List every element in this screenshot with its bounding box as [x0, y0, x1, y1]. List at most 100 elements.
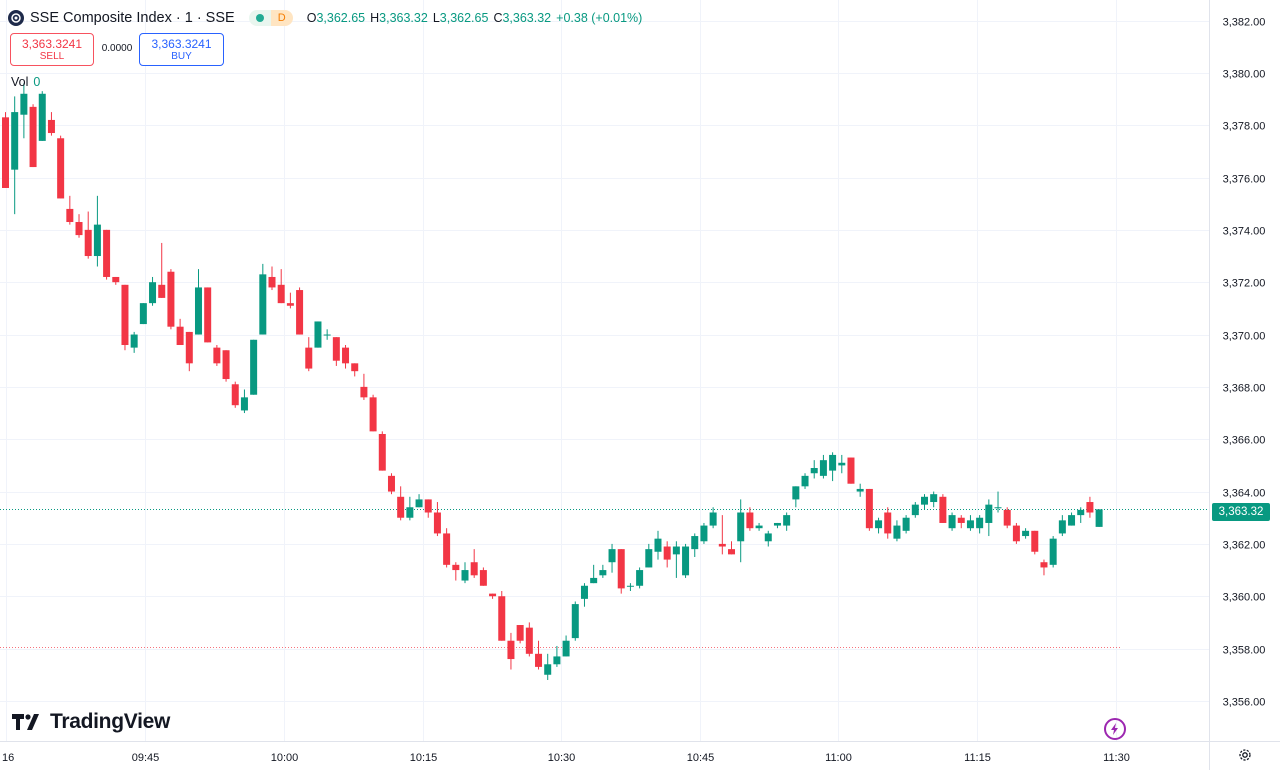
candle[interactable] — [167, 269, 175, 330]
candle[interactable] — [351, 363, 359, 377]
candle[interactable] — [691, 533, 699, 557]
candle[interactable] — [966, 515, 974, 531]
candle[interactable] — [1068, 512, 1076, 526]
candle[interactable] — [433, 502, 441, 537]
candle[interactable] — [718, 515, 726, 555]
lightning-icon[interactable] — [1104, 718, 1126, 740]
candle[interactable] — [489, 593, 497, 599]
candle[interactable] — [829, 452, 837, 482]
candle[interactable] — [939, 494, 947, 523]
candle[interactable] — [553, 645, 561, 667]
candle[interactable] — [250, 339, 258, 395]
candle[interactable] — [544, 653, 552, 680]
candle[interactable] — [535, 640, 543, 670]
candle[interactable] — [11, 96, 19, 215]
candle[interactable] — [75, 214, 83, 238]
candle[interactable] — [773, 522, 781, 529]
candle[interactable] — [204, 287, 212, 343]
candle[interactable] — [305, 337, 313, 372]
candle[interactable] — [1040, 559, 1048, 576]
candles[interactable] — [2, 83, 1103, 680]
candle[interactable] — [599, 564, 607, 578]
candle[interactable] — [158, 242, 166, 298]
candle[interactable] — [957, 515, 965, 529]
candle[interactable] — [608, 543, 616, 573]
candle[interactable] — [948, 512, 956, 531]
candle[interactable] — [663, 541, 671, 568]
candle[interactable] — [479, 567, 487, 586]
time-axis[interactable]: 16 09:45 10:00 10:15 10:30 10:45 11:00 11:15 11:… — [2, 752, 1130, 764]
candle[interactable] — [29, 104, 37, 168]
candle[interactable] — [755, 522, 763, 531]
candle[interactable] — [1003, 507, 1011, 529]
candle[interactable] — [856, 483, 864, 497]
candle[interactable] — [1095, 509, 1103, 527]
candle[interactable] — [700, 522, 708, 544]
candle[interactable] — [525, 622, 533, 657]
candle[interactable] — [296, 287, 304, 335]
candle[interactable] — [461, 562, 469, 584]
buy-button[interactable]: 3,363.3241 BUY — [139, 33, 224, 66]
candle[interactable] — [452, 562, 460, 581]
candle[interactable] — [893, 520, 901, 542]
candle[interactable] — [130, 331, 138, 353]
candle[interactable] — [976, 515, 984, 534]
candle[interactable] — [397, 486, 405, 521]
candle[interactable] — [84, 211, 92, 259]
candle[interactable] — [259, 263, 267, 335]
candle[interactable] — [406, 496, 414, 521]
candle[interactable] — [810, 460, 818, 479]
candle[interactable] — [93, 195, 101, 267]
candle[interactable] — [38, 91, 46, 141]
candle[interactable] — [213, 345, 221, 366]
candle[interactable] — [387, 473, 395, 495]
volume-legend[interactable]: Vol 0 — [11, 75, 40, 89]
candle[interactable] — [746, 507, 754, 531]
candle[interactable] — [516, 625, 524, 644]
candle[interactable] — [571, 601, 579, 641]
candle[interactable] — [911, 502, 919, 518]
candle[interactable] — [764, 530, 772, 547]
candle[interactable] — [728, 541, 736, 555]
market-status[interactable]: D — [248, 10, 293, 26]
candle[interactable] — [314, 321, 322, 348]
candle[interactable] — [994, 491, 1002, 513]
candle[interactable] — [636, 567, 644, 589]
candle[interactable] — [921, 494, 928, 510]
candle[interactable] — [231, 381, 239, 408]
candle[interactable] — [875, 517, 883, 534]
candle[interactable] — [1022, 528, 1030, 539]
candle[interactable] — [194, 269, 202, 335]
gear-icon[interactable] — [1237, 747, 1253, 763]
candle[interactable] — [590, 564, 598, 584]
candle[interactable] — [176, 318, 184, 346]
candle[interactable] — [443, 528, 451, 568]
candle[interactable] — [562, 635, 570, 657]
candle[interactable] — [360, 373, 368, 400]
candle[interactable] — [277, 269, 285, 304]
candle[interactable] — [1077, 507, 1085, 523]
candle[interactable] — [902, 515, 910, 534]
candle[interactable] — [1086, 496, 1094, 518]
candle[interactable] — [985, 499, 993, 537]
candle[interactable] — [369, 394, 377, 432]
candle[interactable] — [121, 284, 129, 351]
price-axis[interactable]: 3,382.00 3,380.00 3,378.00 3,376.00 3,374.00… — [1223, 17, 1266, 709]
candle[interactable] — [415, 494, 423, 508]
candle[interactable] — [470, 549, 478, 578]
candle[interactable] — [884, 507, 892, 539]
symbol-title[interactable]: SSE Composite Index · 1 · SSE — [30, 10, 235, 26]
candle[interactable] — [580, 583, 588, 607]
candle[interactable] — [47, 112, 55, 136]
candle[interactable] — [672, 541, 680, 578]
candle[interactable] — [709, 507, 717, 529]
candle[interactable] — [737, 499, 745, 563]
candle[interactable] — [617, 549, 625, 594]
candle[interactable] — [2, 112, 9, 188]
candle[interactable] — [332, 337, 340, 366]
candle[interactable] — [20, 83, 28, 139]
candle[interactable] — [185, 331, 193, 372]
candle[interactable] — [838, 454, 846, 474]
tradingview-logo[interactable]: TradingView — [12, 710, 170, 734]
